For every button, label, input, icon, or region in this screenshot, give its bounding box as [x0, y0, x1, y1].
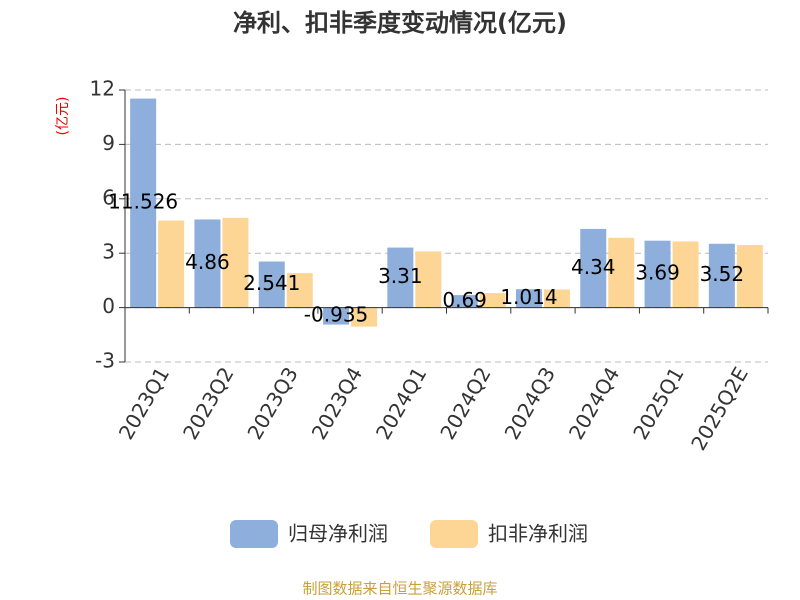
bar: [323, 307, 350, 325]
y-axis-label: (亿元): [55, 97, 71, 136]
data-label: 3.31: [378, 264, 423, 288]
legend-label: 扣非净利润: [488, 522, 588, 546]
legend-label: 归母净利润: [288, 522, 388, 546]
bar: [130, 98, 157, 308]
bar: [286, 273, 313, 308]
bar: [708, 243, 735, 308]
bar: [415, 251, 442, 308]
bar: [479, 293, 506, 308]
data-label: 3.52: [700, 262, 745, 286]
x-tick-label: 2024Q1: [371, 363, 431, 444]
data-label: 3.69: [635, 261, 680, 285]
x-tick-label: 2023Q2: [178, 363, 238, 444]
data-label: 11.526: [108, 190, 178, 214]
y-tick-label: 6: [102, 185, 115, 209]
legend-swatch: [430, 520, 478, 548]
bar: [351, 307, 378, 327]
bar: [258, 261, 285, 308]
chart-title: 净利、扣非季度变动情况(亿元): [233, 9, 567, 37]
source-note: 制图数据来自恒生聚源数据库: [302, 580, 497, 598]
data-label: 0.69: [442, 288, 487, 312]
y-tick-label: 3: [102, 240, 115, 264]
x-tick-label: 2025Q2E: [686, 363, 753, 455]
bar: [158, 220, 185, 308]
bar: [736, 245, 763, 308]
data-label: 2.541: [243, 271, 300, 295]
x-tick-label: 2025Q1: [628, 363, 688, 444]
data-label: -0.935: [304, 303, 368, 327]
y-tick-label: 9: [102, 131, 115, 155]
data-label: 4.86: [185, 250, 230, 274]
data-label: 1.014: [500, 285, 557, 309]
x-tick-label: 2023Q4: [307, 363, 367, 444]
bar: [644, 240, 671, 308]
y-tick-label: 12: [90, 77, 115, 101]
x-tick-label: 2023Q1: [114, 363, 174, 444]
bar: [451, 295, 478, 308]
legend-swatch: [230, 520, 278, 548]
bar: [672, 241, 699, 308]
bar: [194, 219, 221, 308]
x-tick-label: 2023Q3: [242, 363, 302, 444]
x-tick-label: 2024Q3: [500, 363, 560, 444]
bar: [222, 217, 249, 308]
y-tick-label: -3: [95, 349, 115, 373]
data-label: 4.34: [571, 255, 616, 279]
bar: [387, 247, 414, 308]
bar: [543, 289, 570, 308]
x-tick-label: 2024Q2: [435, 363, 495, 444]
y-tick-label: 0: [102, 294, 115, 318]
bar: [608, 237, 635, 308]
bar: [515, 289, 542, 308]
x-tick-label: 2024Q4: [564, 363, 624, 444]
bar: [580, 228, 607, 308]
